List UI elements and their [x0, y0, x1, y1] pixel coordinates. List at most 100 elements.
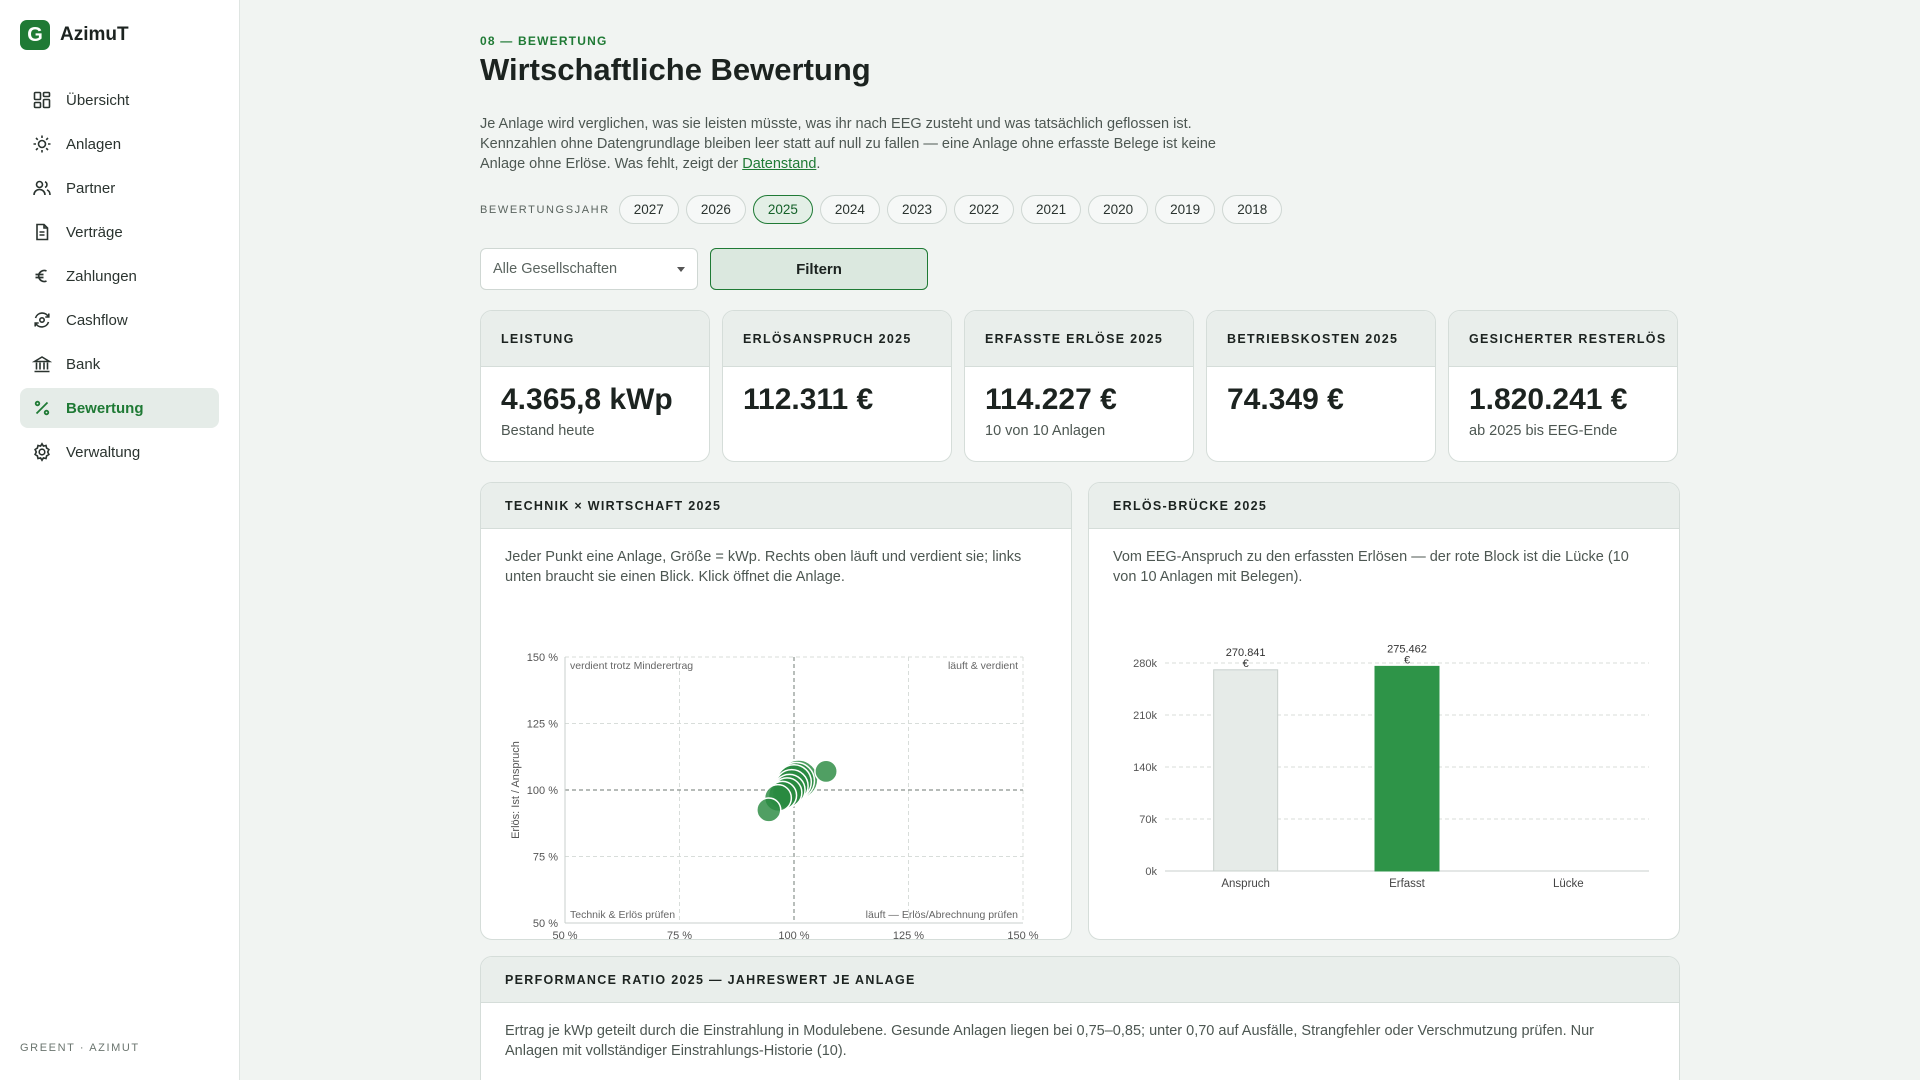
intro-text: . — [816, 156, 821, 172]
y-tick-label: 125 % — [527, 719, 558, 731]
y-tick-label: 140k — [1133, 762, 1157, 774]
intro-line: Anlage ohne Erlöse. Was fehlt, zeigt der… — [480, 154, 1260, 174]
scatter-point — [756, 797, 782, 823]
card-description: Vom EEG-Anspruch zu den erfassten Erlöse… — [1113, 547, 1655, 587]
card-title: ERLÖS-BRÜCKE 2025 — [1089, 483, 1679, 529]
sidebar-item-label: Verträge — [66, 223, 123, 241]
bar-value-label: 275.462 — [1387, 643, 1427, 655]
users-icon — [33, 180, 51, 196]
y-tick-label: 70k — [1139, 814, 1157, 826]
bridge-bar-chart: 280k210k140k70k0k270.841€Anspruch275.462… — [1133, 643, 1649, 890]
performance-ratio-card: PERFORMANCE RATIO 2025 — JAHRESWERT JE A… — [480, 956, 1680, 1080]
sidebar-footer: GREENT · AZIMUT — [20, 1042, 140, 1054]
sidebar-item-label: Verwaltung — [66, 443, 141, 461]
sidebar-item-bewertung[interactable]: Bewertung — [20, 388, 219, 428]
sidebar-item-label: Cashflow — [66, 311, 128, 329]
sidebar-item-label: Bank — [66, 355, 101, 373]
year-selector-label: BEWERTUNGSJAHR — [480, 203, 610, 216]
sidebar-item-vertraege[interactable]: Verträge — [20, 212, 219, 252]
kpi-label: ERLÖSANSPRUCH 2025 — [723, 311, 951, 367]
sidebar-item-zahlungen[interactable]: Zahlungen — [20, 256, 219, 296]
page-title: Wirtschaftliche Bewertung — [480, 52, 871, 87]
x-tick-label: 75 % — [667, 930, 692, 939]
kpi-card-erloesanspruch: ERLÖSANSPRUCH 2025 112.311 € — [722, 310, 952, 462]
kpi-value: 114.227 € — [985, 383, 1117, 416]
sidebar-item-uebersicht[interactable]: Übersicht — [20, 80, 219, 120]
x-category-label: Lücke — [1553, 878, 1584, 890]
kpi-value: 74.349 € — [1227, 383, 1344, 416]
sidebar-item-bank[interactable]: Bank — [20, 344, 219, 384]
year-chip[interactable]: 2020 — [1088, 195, 1149, 224]
x-category-label: Erfasst — [1389, 878, 1426, 890]
page-intro: Je Anlage wird verglichen, was sie leist… — [480, 114, 1260, 174]
x-category-label: Anspruch — [1221, 878, 1270, 890]
kpi-card-betriebskosten: BETRIEBSKOSTEN 2025 74.349 € — [1206, 310, 1436, 462]
sidebar-item-label: Partner — [66, 179, 116, 197]
year-chip-selected[interactable]: 2025 — [752, 195, 813, 224]
card-description-line: Vom EEG-Anspruch zu den erfassten Erlöse… — [1113, 549, 1629, 565]
card-description-line: Jeder Punkt eine Anlage, Größe = kWp. Re… — [505, 549, 1022, 565]
kpi-label: GESICHERTER RESTERLÖS — [1449, 311, 1677, 367]
y-tick-label: 280k — [1133, 658, 1157, 670]
year-selector: BEWERTUNGSJAHR 2027 2026 2025 2024 2023 … — [480, 195, 1283, 224]
year-chip[interactable]: 2026 — [685, 195, 746, 224]
company-select-value: Alle Gesellschaften — [493, 261, 618, 277]
quadrant-label-top-right: läuft & verdient — [948, 660, 1018, 672]
year-chip[interactable]: 2024 — [819, 195, 880, 224]
card-description: Ertrag je kWp geteilt durch die Einstrah… — [505, 1021, 1655, 1061]
cashflow-icon — [34, 312, 50, 328]
kpi-sub: Bestand heute — [501, 423, 595, 439]
filter-button[interactable]: Filtern — [710, 248, 928, 290]
sidebar-item-verwaltung[interactable]: Verwaltung — [20, 432, 219, 472]
dashboard-icon — [33, 91, 51, 109]
sidebar-item-anlagen[interactable]: Anlagen — [20, 124, 219, 164]
sidebar-item-partner[interactable]: Partner — [20, 168, 219, 208]
app-logo-icon: G — [20, 20, 50, 50]
sidebar-item-cashflow[interactable]: Cashflow — [20, 300, 219, 340]
intro-line: Je Anlage wird verglichen, was sie leist… — [480, 116, 1192, 132]
y-tick-label: 0k — [1145, 866, 1157, 878]
intro-text: Anlage ohne Erlöse. Was fehlt, zeigt der — [480, 156, 743, 172]
card-title: PERFORMANCE RATIO 2025 — JAHRESWERT JE A… — [481, 957, 1679, 1003]
app-name: AzimuT — [60, 24, 129, 45]
kpi-value: 4.365,8 kWp — [501, 383, 673, 416]
card-description-line: Ertrag je kWp geteilt durch die Einstrah… — [505, 1023, 1595, 1039]
intro-line: Kennzahlen ohne Datengrundlage bleiben l… — [480, 136, 1216, 152]
y-axis-label: Erlös: Ist / Anspruch — [510, 741, 522, 839]
kpi-card-erfasste-erloese: ERFASSTE ERLÖSE 2025 114.227 € 10 von 10… — [964, 310, 1194, 462]
card-description: Jeder Punkt eine Anlage, Größe = kWp. Re… — [505, 547, 1047, 587]
year-chip[interactable]: 2022 — [954, 195, 1015, 224]
y-tick-label: 50 % — [533, 918, 558, 930]
quadrant-label-bottom-left: Technik & Erlös prüfen — [570, 909, 675, 921]
x-tick-label: 100 % — [778, 930, 809, 939]
quadrant-label-top-left: verdient trotz Minderertrag — [570, 660, 693, 672]
y-tick-label: 210k — [1133, 710, 1157, 722]
kpi-value: 1.820.241 € — [1469, 383, 1628, 416]
scatter-chart: 50 % 75 % 100 % 125 % 150 % 150 % 125 % 100 % 75… — [510, 652, 1039, 939]
kpi-label: ERFASSTE ERLÖSE 2025 — [965, 311, 1193, 367]
kpi-label: BETRIEBSKOSTEN 2025 — [1207, 311, 1435, 367]
chevron-down-icon — [677, 267, 685, 272]
sidebar-item-label: Übersicht — [66, 91, 130, 109]
sidebar: G AzimuT Übersicht Anlagen Partner Vertr… — [0, 0, 240, 1080]
year-chip[interactable]: 2018 — [1222, 195, 1283, 224]
y-tick-label: 75 % — [533, 852, 558, 864]
company-select[interactable]: Alle Gesellschaften — [480, 248, 698, 290]
bar — [1374, 665, 1440, 872]
kpi-sub: 10 von 10 Anlagen — [985, 423, 1106, 439]
bridge-card: ERLÖS-BRÜCKE 2025 Vom EEG-Anspruch zu de… — [1088, 482, 1680, 940]
datenstand-link[interactable]: Datenstand — [742, 156, 817, 172]
year-chip[interactable]: 2021 — [1021, 195, 1082, 224]
kpi-sub: ab 2025 bis EEG-Ende — [1469, 423, 1618, 439]
y-tick-label: 100 % — [527, 785, 558, 797]
quadrant-label-bottom-right: läuft — Erlös/Abrechnung prüfen — [866, 909, 1018, 921]
sidebar-nav: Übersicht Anlagen Partner Verträge Zahlu… — [20, 80, 219, 476]
year-chip[interactable]: 2019 — [1155, 195, 1216, 224]
year-chip[interactable]: 2027 — [618, 195, 679, 224]
year-chip[interactable]: 2023 — [886, 195, 947, 224]
gear-icon — [34, 442, 50, 462]
kpi-label: LEISTUNG — [481, 311, 709, 367]
card-title: TECHNIK × WIRTSCHAFT 2025 — [481, 483, 1071, 529]
sidebar-item-label: Anlagen — [66, 135, 122, 153]
brand[interactable]: G AzimuT — [20, 20, 129, 50]
